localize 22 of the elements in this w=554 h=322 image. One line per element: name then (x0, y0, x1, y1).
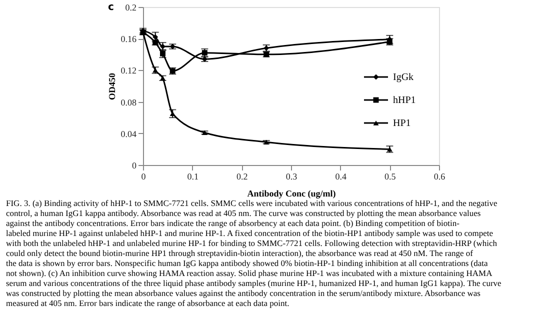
x-tick-label: 0 (141, 172, 146, 182)
x-tick-label: 0.1 (187, 172, 198, 182)
y-tick-label: 0 (132, 160, 137, 170)
point (264, 45, 270, 51)
legend-label: IgGk (393, 72, 414, 83)
x-tick-label: 0.6 (434, 172, 446, 182)
x-tick-label: 0.2 (236, 172, 248, 182)
x-tick-label: 0.5 (384, 172, 396, 182)
legend-label: HP1 (393, 118, 411, 129)
text: FIG. 3. (a) Binding activity of hHP-1 to SMMC-7721 cells. SMMC cells were incubated with various concentrations of hHP-1, and the negative control, a human IgG1 kappa antibody. Absorbance was read at 405 nm. The curve was constructed by plotting the mean absorbance values against the antibody concentrations. Error bars indicate the range of absorbency at each data point. (b) Binding competition of biotin-labeled murine HP-1 against unlabeled hHP-1 and murine HP-1. A fixed concentration of the biotin-HP1 antibody sample was used to compete with both the unlabeled hHP-1 and unlabeled murine HP-1 for binding to SMMC-7721 cells. Following detection with streptavidin-HRP (which could only detect the bound biotin-murine HP1 through streptavidin-biotin interaction), the absorbance was read at 450 nM. The range of the data is shown by error bars. Nonspecific human IgG kappa antibody showed 0% biotin-HP-1 binding inhibition at all concentrations (data not shown). (c) An inhibition curve showing HAMA reaction assay. Solid phase murine HP-1 was incubated with a mixture containing HAMA serum and various concentrations of the three liquid phase antibody samples (murine HP-1, humanized HP-1, and human IgG1 kappa). The curve was constructed by plotting the mean absorbance values against the antibody concentration in the serum/antibody mixture. Absorbance was measured at 405 nm. Error bars indicate the range of absorbance at each data point. (6, 198, 502, 308)
y-tick-label: 0.04 (120, 128, 137, 139)
legend-label: hHP1 (393, 95, 416, 106)
x-axis-title: Antibody Conc (ug/ml) (247, 188, 336, 198)
y-tick-label: 0.12 (120, 66, 136, 76)
y-tick-label: 0.16 (120, 34, 137, 44)
y-axis-title: OD450 (106, 72, 117, 100)
text: c (108, 2, 114, 13)
point (152, 34, 158, 40)
x-tick-label: 0.3 (286, 172, 298, 182)
y-tick-label: 0.2 (125, 2, 136, 12)
y-tick-label: 0.08 (120, 97, 137, 108)
x-tick-label: 0.4 (335, 172, 347, 182)
